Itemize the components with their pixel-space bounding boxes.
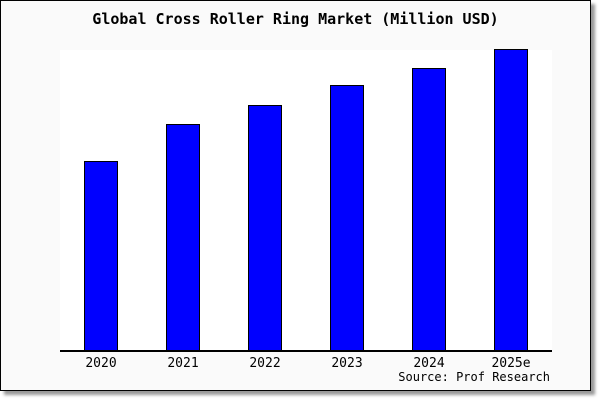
plot-area <box>60 49 552 352</box>
x-tick-label-cell: 2024 <box>412 356 446 371</box>
x-tick-label: 2022 <box>249 356 281 371</box>
bars-container <box>60 49 552 350</box>
x-tick-label: 2024 <box>413 356 445 371</box>
chart-title: Global Cross Roller Ring Market (Million… <box>92 10 499 28</box>
bar-2023 <box>330 85 364 350</box>
source-attribution: Source: Prof Research <box>398 370 550 384</box>
x-tick-label: 2020 <box>85 356 117 371</box>
bar-2024 <box>412 68 446 350</box>
x-tick-label: 2021 <box>167 356 199 371</box>
x-tick-label-cell: 2020 <box>84 356 118 371</box>
bar-2020 <box>84 161 118 350</box>
chart-card: Global Cross Roller Ring Market (Million… <box>0 0 591 391</box>
x-tick-label-cell: 2025e <box>491 356 531 371</box>
x-tick-label-cell: 2021 <box>166 356 200 371</box>
bar-2025e <box>494 49 528 350</box>
x-axis-labels: 2020 2021 2022 2023 2024 2025e <box>60 356 552 371</box>
bar-2022 <box>248 105 282 350</box>
x-tick-label-cell: 2023 <box>330 356 364 371</box>
x-tick-label-cell: 2022 <box>248 356 282 371</box>
bar-2021 <box>166 124 200 350</box>
x-tick-label: 2025e <box>491 356 531 371</box>
x-tick-label: 2023 <box>331 356 363 371</box>
